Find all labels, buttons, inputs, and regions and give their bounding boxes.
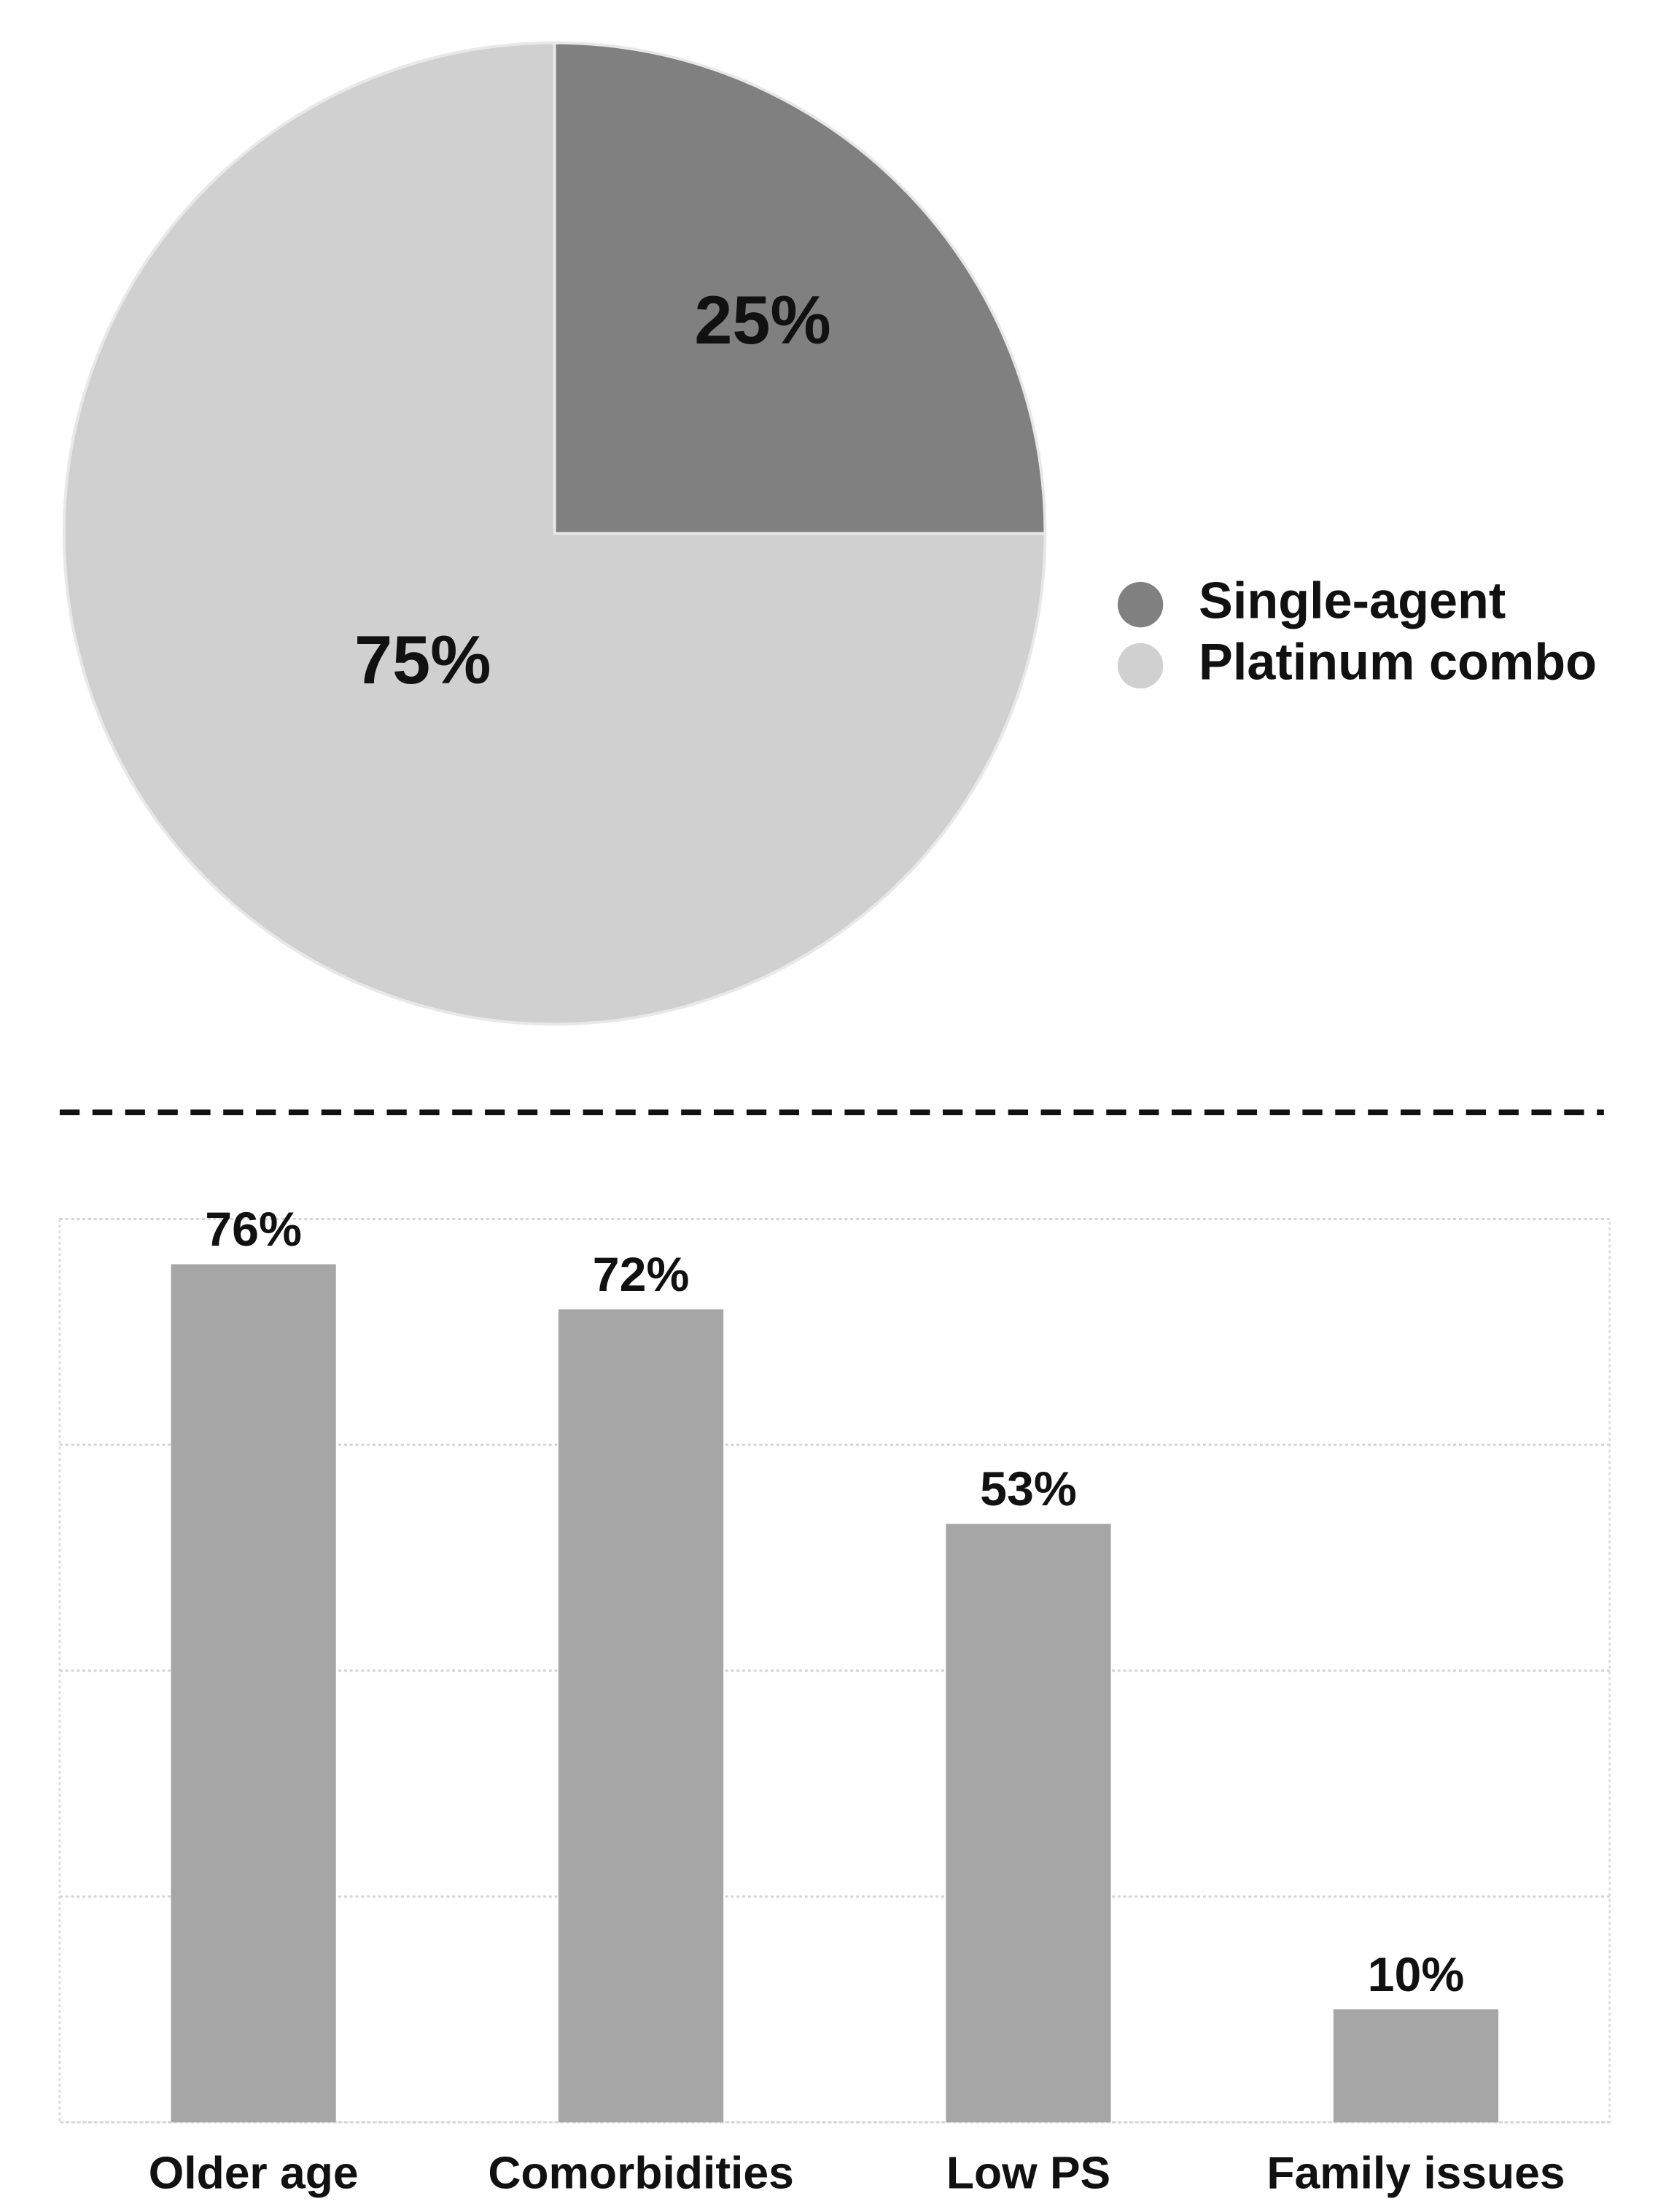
value-label: 75% — [354, 621, 491, 698]
value-label: 72% — [593, 1248, 690, 1302]
value-label: 76% — [205, 1203, 302, 1257]
x-tick-label: Older age — [149, 2149, 359, 2199]
x-tick-label: Low PS — [946, 2149, 1110, 2199]
legend-marker — [1117, 581, 1164, 628]
pie-slice — [62, 41, 1047, 1026]
legend-label: Single-agent — [1199, 572, 1506, 629]
legend-marker — [1117, 643, 1164, 689]
value-label: 25% — [694, 282, 830, 358]
x-tick-label: Family issues — [1266, 2149, 1565, 2199]
bar — [171, 1264, 336, 2122]
value-label: 53% — [980, 1462, 1077, 1516]
value-label: 10% — [1368, 1948, 1465, 2002]
x-tick-label: Comorbidities — [488, 2149, 793, 2199]
legend-label: Platinum combo — [1199, 632, 1597, 690]
pie-slice — [553, 41, 1047, 535]
bar — [1333, 2009, 1499, 2122]
bar — [946, 1524, 1111, 2122]
bar — [558, 1309, 724, 2122]
